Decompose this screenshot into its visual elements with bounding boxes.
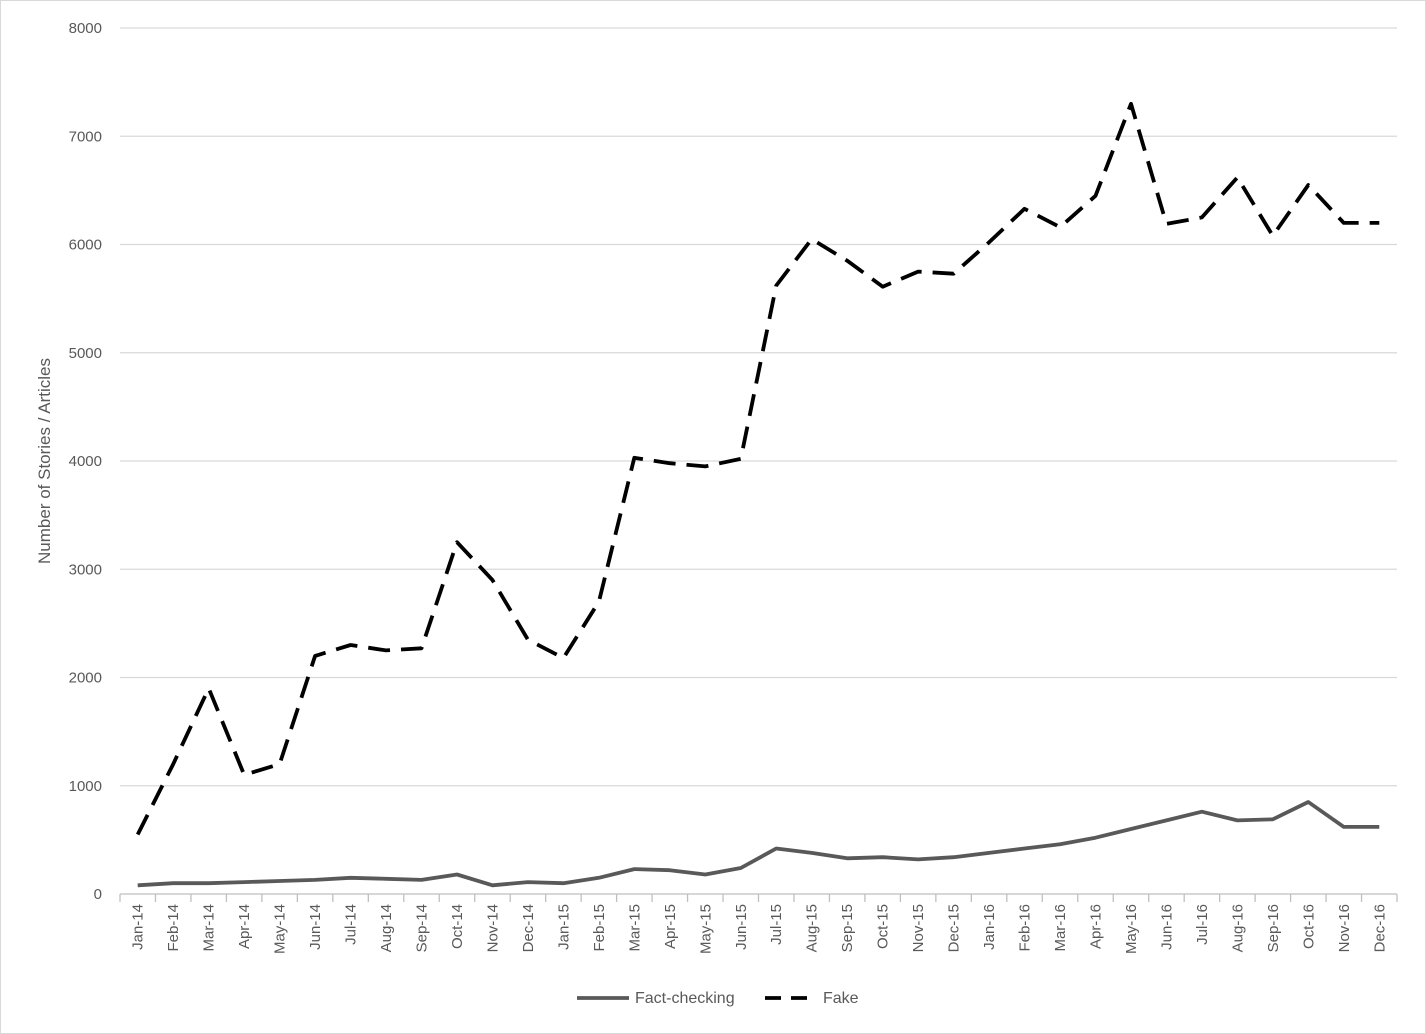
- x-tick-label: Jul-16: [1194, 904, 1211, 945]
- x-tick-label: Dec-14: [520, 904, 537, 952]
- x-tick-label: Jul-14: [343, 904, 360, 945]
- gridlines: [120, 27, 1397, 787]
- x-tick-label: Dec-15: [946, 904, 963, 952]
- x-tick-label: Jan-15: [555, 904, 572, 950]
- x-tick-label: Feb-15: [591, 904, 608, 952]
- x-tick-label: Nov-15: [910, 904, 927, 952]
- x-tick-label: Oct-16: [1300, 904, 1317, 949]
- y-tick-label: 1000: [69, 778, 102, 795]
- x-tick-label: Jul-15: [768, 904, 785, 945]
- y-tick-label: 8000: [69, 20, 102, 37]
- series-line-fake: [136, 101, 1380, 836]
- x-axis: Jan-14 Feb-14 Mar-14 Apr-14 May-14 Jun-14 Jul-…: [119, 893, 1398, 954]
- x-tick-label: May-15: [697, 904, 714, 954]
- x-tick-label: May-14: [272, 904, 289, 954]
- y-axis-title: Number of Stories / Articles: [35, 358, 54, 564]
- y-tick-label: 2000: [69, 670, 102, 687]
- y-tick-label: 5000: [69, 345, 102, 362]
- x-tick-label: Nov-16: [1336, 904, 1353, 952]
- y-tick-label: 4000: [69, 453, 102, 470]
- x-tick-label: Nov-14: [484, 904, 501, 952]
- legend-label: Fake: [823, 990, 859, 1007]
- x-tick-label: Apr-15: [662, 904, 679, 949]
- x-tick-label: Oct-15: [875, 904, 892, 949]
- x-tick-label: Feb-16: [1017, 904, 1034, 952]
- x-tick-label: Mar-14: [201, 904, 218, 952]
- x-tick-label: Dec-16: [1371, 904, 1388, 952]
- x-tick-label: Sep-16: [1265, 904, 1282, 952]
- x-tick-label: Mar-16: [1052, 904, 1069, 952]
- y-tick-label: 3000: [69, 561, 102, 578]
- series-lines: [136, 101, 1380, 888]
- x-tick-label: Oct-14: [449, 904, 466, 949]
- x-tick-label: Sep-15: [839, 904, 856, 952]
- x-tick-label: Apr-16: [1087, 904, 1104, 949]
- x-tick-label: Aug-15: [804, 904, 821, 952]
- x-tick-label: Jan-16: [981, 904, 998, 950]
- x-tick-label: Apr-14: [236, 904, 253, 949]
- x-tick-label: Sep-14: [414, 904, 431, 952]
- legend-label: Fact-checking: [635, 990, 735, 1007]
- y-tick-label: 6000: [69, 237, 102, 254]
- x-tick-label: Jan-14: [130, 904, 147, 950]
- x-tick-label: Mar-15: [626, 904, 643, 952]
- x-tick-label: Jun-16: [1158, 904, 1175, 950]
- x-tick-label: Aug-16: [1229, 904, 1246, 952]
- legend: Fact-checking Fake: [577, 990, 859, 1007]
- x-tick-label: Feb-14: [165, 904, 182, 952]
- x-tick-label: Jun-14: [307, 904, 324, 950]
- y-axis-ticks: 0 1000 2000 3000 4000 5000 6000 7000 8000: [69, 20, 102, 903]
- y-tick-label: 0: [94, 886, 102, 903]
- series-line-fact-checking: [137, 800, 1380, 888]
- x-tick-label: May-16: [1123, 904, 1140, 954]
- x-tick-label: Jun-15: [733, 904, 750, 950]
- y-tick-label: 7000: [69, 128, 102, 145]
- x-tick-label: Aug-14: [378, 904, 395, 952]
